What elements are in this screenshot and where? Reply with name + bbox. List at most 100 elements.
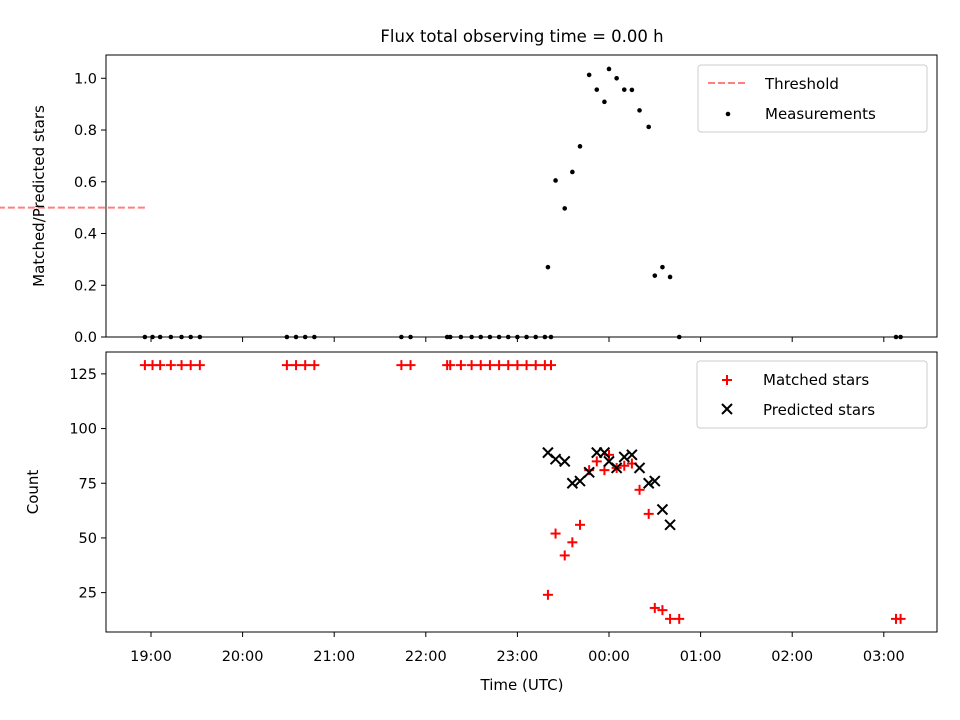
predicted-star-point (664, 519, 676, 531)
measurements-legend-label: Measurements (765, 105, 876, 123)
matched-star-point (574, 519, 585, 530)
top-y-tick-label: 0.8 (74, 123, 97, 139)
matched-legend-swatch (722, 375, 732, 385)
bottom-legend-box (696, 360, 928, 429)
x-axis-label: Time (UTC) (480, 676, 564, 694)
predicted-legend-label: Predicted stars (763, 401, 875, 419)
matched-star-point (649, 602, 660, 613)
predicted-star-point (633, 462, 646, 474)
matched-star-point (545, 360, 556, 371)
matched-star-point (185, 360, 196, 371)
x-tick-label: 21:00 (313, 649, 355, 665)
top-y-tick-label: 1.0 (74, 71, 97, 87)
top-y-axis-label: Matched/Predicted stars (30, 105, 48, 287)
matched-star-point (396, 360, 407, 371)
matched-star-point (165, 360, 176, 371)
top-y-tick-label: 0.6 (74, 175, 97, 191)
top-legend-box (697, 64, 928, 133)
predicted-star-point (610, 462, 623, 474)
bottom-y-tick-label: 100 (69, 422, 97, 438)
predicted-star-point (649, 475, 661, 487)
matched-star-point (176, 360, 187, 371)
bottom-y-tick-label: 125 (69, 367, 97, 383)
measurement-point (602, 99, 607, 105)
matched-star-point (281, 360, 292, 371)
matched-star-point (643, 508, 654, 519)
x-tick-label: 00:00 (588, 649, 630, 665)
measurement-point (621, 87, 627, 92)
measurement-point (594, 87, 600, 92)
matched-star-point (530, 360, 541, 371)
matched-star-point (895, 613, 906, 624)
bottom-plot-frame (105, 351, 938, 633)
bottom-y-axis-label: Count (24, 470, 42, 515)
matched-star-point (665, 613, 676, 624)
measurement-point (586, 72, 592, 78)
predicted-star-point (549, 453, 562, 465)
predicted-star-point (642, 477, 655, 489)
matched-star-point (405, 360, 416, 371)
bottom-plot-axes: 25 50 75 100 125 19:00 20:00 21:00 22:00 23:00 00:… (69, 367, 904, 665)
top-plot-frame (105, 54, 938, 338)
matched-star-point (567, 537, 578, 548)
predicted-star-point (626, 449, 638, 461)
matched-star-point (445, 360, 456, 371)
matched-star-point (634, 484, 645, 495)
x-tick-label: 03:00 (863, 649, 905, 665)
predicted-star-point (559, 455, 571, 468)
top-y-tick-label: 0.4 (74, 227, 97, 243)
matched-legend-label: Matched stars (763, 371, 869, 389)
matched-star-point (512, 360, 523, 371)
matched-star-point (559, 550, 570, 561)
matched-star-point (542, 589, 553, 600)
matched-star-point (155, 360, 166, 371)
measurement-point (614, 75, 619, 81)
x-tick-label: 20:00 (222, 649, 264, 665)
matched-star-point (475, 360, 486, 371)
measurement-point (646, 124, 651, 130)
bottom-y-tick-label: 75 (79, 476, 97, 492)
measurement-point (652, 273, 658, 278)
measurements-legend-swatch (725, 111, 731, 117)
matched-star-point (194, 360, 205, 371)
measurement-point (606, 66, 612, 72)
matched-star-point (309, 360, 320, 371)
measurement-point (629, 87, 635, 93)
matched-star-point (291, 360, 302, 371)
matched-star-point (619, 460, 630, 471)
predicted-star-point (656, 503, 669, 516)
matched-star-point (591, 456, 602, 467)
matched-star-point (521, 360, 532, 371)
bottom-plot-marks (139, 360, 906, 624)
chart-title: Flux total observing time = 0.00 h (380, 27, 663, 46)
matched-star-point (550, 528, 561, 539)
measurement-point (660, 264, 665, 270)
predicted-star-point (598, 446, 611, 459)
predicted-star-point (583, 466, 595, 479)
matched-star-point (494, 360, 505, 371)
predicted-star-point (574, 475, 586, 487)
x-tick-label: 23:00 (497, 649, 539, 665)
matched-star-point (484, 360, 495, 371)
x-tick-label: 19:00 (130, 649, 172, 665)
x-tick-label: 01:00 (680, 649, 722, 665)
top-y-tick-label: 0.0 (74, 330, 97, 346)
top-plot-marks (0, 66, 903, 340)
bottom-y-tick-label: 50 (79, 531, 97, 547)
measurement-point (545, 264, 551, 270)
matched-star-point (503, 360, 514, 371)
x-tick-label: 02:00 (771, 649, 813, 665)
measurement-point (637, 108, 642, 113)
bottom-y-tick-label: 25 (79, 586, 97, 602)
bottom-legend: Matched stars Predicted stars (696, 360, 928, 429)
predicted-legend-swatch (721, 403, 733, 415)
top-plot-axes: 0.0 0.2 0.4 0.6 0.8 1.0 (74, 71, 885, 346)
matched-star-point (455, 360, 466, 371)
top-legend: Threshold Measurements (697, 64, 928, 133)
measurement-point (553, 178, 558, 183)
measurement-point (570, 169, 575, 175)
matched-star-point (657, 605, 668, 616)
top-y-tick-label: 0.2 (74, 278, 97, 294)
measurement-point (577, 144, 583, 149)
